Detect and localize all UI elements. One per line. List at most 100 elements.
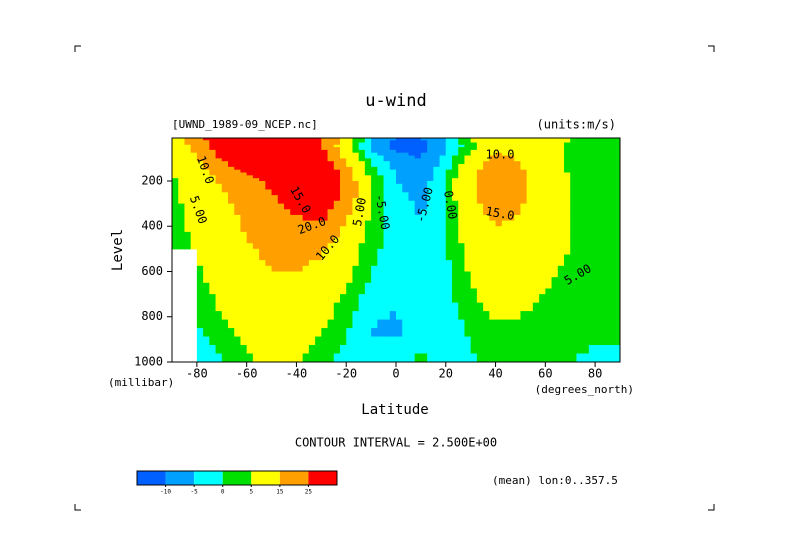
field-cell bbox=[545, 152, 553, 157]
field-cell bbox=[495, 231, 503, 239]
field-cell bbox=[389, 209, 397, 216]
field-cell bbox=[514, 172, 521, 176]
field-cell bbox=[209, 203, 217, 210]
field-cell bbox=[402, 248, 409, 256]
field-cell bbox=[383, 243, 391, 250]
field-cell bbox=[364, 164, 372, 168]
field-cell bbox=[265, 186, 273, 190]
field-cell bbox=[570, 220, 577, 227]
field-cell bbox=[259, 172, 266, 176]
field-cell bbox=[607, 336, 615, 346]
field-cell bbox=[439, 336, 447, 346]
field-cell bbox=[340, 294, 347, 304]
field-cell bbox=[514, 169, 521, 174]
field-cell bbox=[203, 328, 210, 338]
field-cell bbox=[190, 169, 198, 174]
field-cell bbox=[327, 254, 335, 261]
field-cell bbox=[495, 164, 503, 168]
field-cell bbox=[190, 158, 198, 162]
field-cell bbox=[389, 152, 397, 157]
field-cell bbox=[284, 164, 291, 168]
field-cell bbox=[576, 231, 584, 239]
field-cell bbox=[178, 140, 185, 144]
field-cell bbox=[284, 248, 291, 256]
field-cell bbox=[389, 311, 397, 321]
field-cell bbox=[321, 172, 329, 176]
field-cell bbox=[520, 200, 528, 205]
field-cell bbox=[284, 197, 291, 202]
field-cell bbox=[495, 186, 503, 190]
field-cell bbox=[551, 197, 559, 202]
field-cell bbox=[184, 155, 192, 159]
field-cell bbox=[383, 166, 391, 171]
field-cell bbox=[246, 302, 254, 312]
field-cell bbox=[184, 189, 192, 193]
field-cell bbox=[570, 166, 577, 171]
field-cell bbox=[358, 302, 366, 312]
field-cell bbox=[501, 197, 509, 202]
field-cell bbox=[576, 260, 584, 267]
field-cell bbox=[483, 220, 490, 227]
field-cell bbox=[284, 172, 291, 176]
field-cell bbox=[489, 175, 497, 179]
field-cell bbox=[495, 183, 503, 188]
field-cell bbox=[551, 226, 559, 233]
field-cell bbox=[203, 147, 210, 151]
field-cell bbox=[252, 138, 260, 141]
field-cell bbox=[228, 328, 235, 338]
field-cell bbox=[458, 195, 465, 199]
field-cell bbox=[582, 260, 590, 267]
field-cell bbox=[470, 302, 478, 312]
field-cell bbox=[588, 260, 596, 267]
field-cell bbox=[520, 271, 528, 278]
field-cell bbox=[564, 282, 571, 289]
field-cell bbox=[445, 311, 453, 321]
field-cell bbox=[458, 197, 465, 202]
field-cell bbox=[439, 195, 447, 199]
field-cell bbox=[234, 260, 241, 267]
field-cell bbox=[389, 192, 397, 196]
field-cell bbox=[483, 345, 490, 355]
field-cell bbox=[402, 302, 409, 312]
field-cell bbox=[508, 345, 515, 355]
field-cell bbox=[520, 164, 528, 168]
field-cell bbox=[228, 319, 235, 329]
field-cell bbox=[607, 209, 615, 216]
field-cell bbox=[203, 140, 210, 144]
field-cell bbox=[352, 288, 360, 295]
field-cell bbox=[246, 277, 254, 284]
field-cell bbox=[458, 288, 465, 295]
field-cell bbox=[377, 319, 385, 329]
field-cell bbox=[613, 140, 621, 144]
field-cell bbox=[302, 271, 310, 278]
field-cell bbox=[439, 175, 447, 179]
field-cell bbox=[551, 311, 559, 321]
field-cell bbox=[308, 138, 316, 141]
field-cell bbox=[364, 311, 372, 321]
field-cell bbox=[296, 271, 304, 278]
field-cell bbox=[532, 183, 540, 188]
field-cell bbox=[588, 220, 596, 227]
field-cell bbox=[172, 172, 179, 176]
field-cell bbox=[439, 161, 447, 165]
field-cell bbox=[483, 166, 490, 171]
field-cell bbox=[539, 353, 546, 363]
field-cell bbox=[271, 175, 279, 179]
field-cell bbox=[532, 220, 540, 227]
field-cell bbox=[508, 195, 515, 199]
field-cell bbox=[333, 200, 341, 205]
field-cell bbox=[190, 220, 198, 227]
field-cell bbox=[358, 231, 366, 239]
field-cell bbox=[389, 282, 397, 289]
field-cell bbox=[445, 254, 453, 261]
field-cell bbox=[408, 328, 416, 338]
field-cell bbox=[265, 195, 273, 199]
field-cell bbox=[452, 294, 459, 304]
field-cell bbox=[265, 282, 273, 289]
field-cell bbox=[464, 209, 472, 216]
field-cell bbox=[439, 164, 447, 168]
field-cell bbox=[452, 277, 459, 284]
field-cell bbox=[377, 147, 385, 151]
field-cell bbox=[607, 147, 615, 151]
field-cell bbox=[383, 144, 391, 148]
